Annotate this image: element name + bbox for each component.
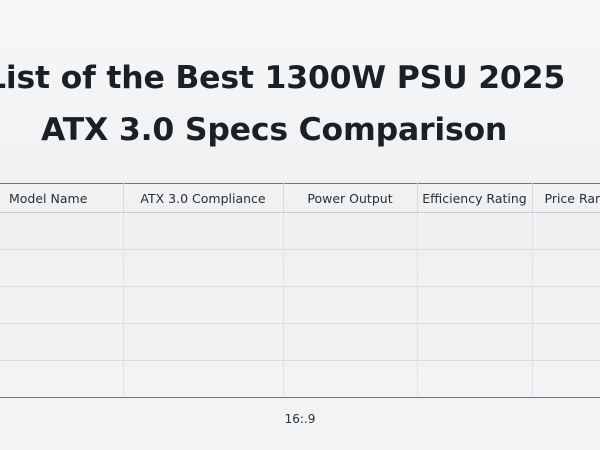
table-cell [283,212,418,250]
table-row [0,323,600,361]
table-cell [532,323,600,361]
table-cell [0,249,124,287]
table-row [0,249,600,287]
table-cell [283,249,418,287]
column-header-model-name: Model Name [0,183,124,213]
table-row [0,286,600,324]
title-line-2: ATX 3.0 Specs Comparison [41,112,508,148]
column-header-power-output: Power Output [283,183,418,213]
table-cell [532,360,600,398]
column-header-efficiency-rating: Efficiency Rating [417,183,533,213]
table-cell [417,249,533,287]
table-row [0,360,600,398]
aspect-ratio-label: 16:.9 [284,412,316,426]
table-cell [532,286,600,324]
column-header-atx-compliance: ATX 3.0 Compliance [123,183,284,213]
table-cell [417,323,533,361]
table-cell [417,286,533,324]
table-cell [123,360,284,398]
table-cell [0,360,124,398]
table-cell [283,286,418,324]
table-cell [417,360,533,398]
table-cell [0,286,124,324]
table-cell [123,212,284,250]
table-cell [417,212,533,250]
column-header-price-range: Price Range [532,183,600,213]
specs-comparison-table: Model Name ATX 3.0 Compliance Power Outp… [0,183,600,398]
table-row [0,212,600,250]
table-cell [0,212,124,250]
table-cell [283,360,418,398]
table-cell [283,323,418,361]
table-cell [532,249,600,287]
table-cell [532,212,600,250]
table-cell [123,249,284,287]
table-cell [123,286,284,324]
table-header-row: Model Name ATX 3.0 Compliance Power Outp… [0,183,600,213]
table-cell [0,323,124,361]
table-cell [123,323,284,361]
title-line-1: List of the Best 1300W PSU 2025 [0,60,566,96]
